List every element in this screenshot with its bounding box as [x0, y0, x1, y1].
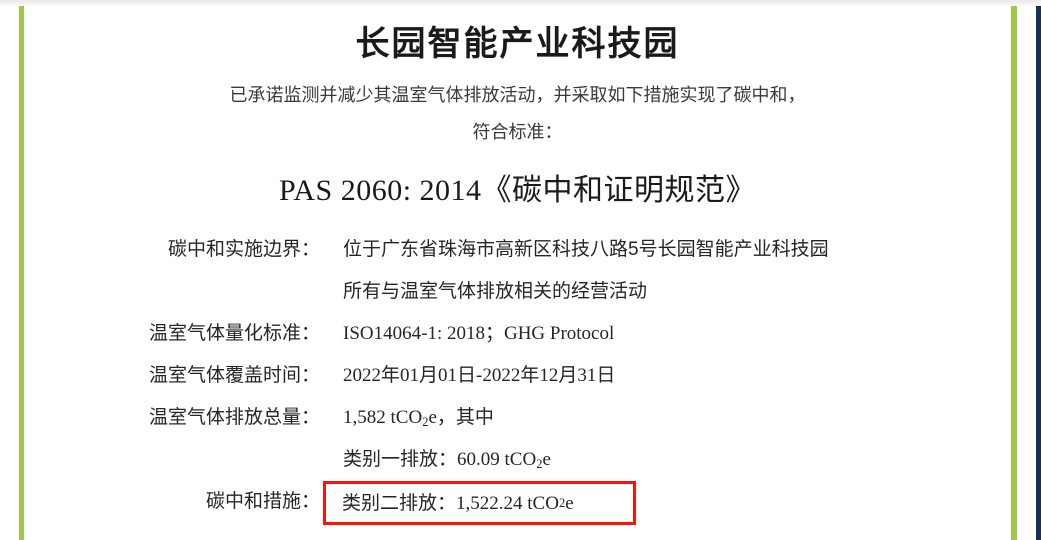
- field-value-boundary-continued: 所有与温室气体排放相关的经营活动: [343, 281, 648, 303]
- field-label-quantification-standard: 温室气体量化标准：: [148, 323, 320, 345]
- field-row-boundary: 碳中和实施边界： 位于广东省珠海市高新区科技八路5号长园智能产业科技园: [24, 229, 1011, 271]
- scope-one-subscript: 2: [536, 456, 543, 471]
- field-value-scope-one: 类别一排放：60.09 tCO2e: [320, 439, 551, 485]
- page-title: 长园智能产业科技园: [355, 25, 680, 63]
- standard-reference: PAS 2060: 2014《碳中和证明规范》: [278, 174, 757, 208]
- total-emissions-subscript: 2: [422, 414, 429, 429]
- scope-two-subscript: 2: [558, 495, 566, 510]
- field-row-scope-two-highlighted: 碳中和措施： 类别二排放： 1,522.24 tCO 2 e: [24, 481, 1011, 526]
- field-row-boundary-cont: 所有与温室气体排放相关的经营活动: [24, 271, 1011, 313]
- field-row-total-emissions: 温室气体排放总量： 1,582 tCO2e，其中: [24, 397, 1011, 439]
- field-value-total-emissions: 1,582 tCO2e，其中: [320, 397, 494, 443]
- field-row-coverage-period: 温室气体覆盖时间： 2022年01月01日-2022年12月31日: [24, 355, 1011, 397]
- lead-paragraph-line-1: 已承诺监测并减少其温室气体排放活动，并采取如下措施实现了碳中和，: [229, 84, 806, 105]
- scope-one-suffix: e: [542, 449, 551, 471]
- scope-two-label: 类别二排放：: [342, 492, 457, 514]
- scope-one-number: 60.09 tCO: [457, 449, 537, 471]
- field-list: 碳中和实施边界： 位于广东省珠海市高新区科技八路5号长园智能产业科技园 所有与温…: [24, 229, 1011, 526]
- field-label-boundary: 碳中和实施边界：: [167, 239, 320, 261]
- scope-one-label: 类别一排放：: [343, 449, 458, 471]
- right-green-rule: [1011, 6, 1017, 540]
- total-emissions-number: 1,582 tCO: [343, 407, 423, 429]
- field-label-coverage-period: 温室气体覆盖时间：: [148, 365, 320, 387]
- highlight-box-scope-two: 类别二排放： 1,522.24 tCO 2 e: [323, 481, 636, 526]
- field-value-coverage-period: 2022年01月01日-2022年12月31日: [343, 365, 616, 387]
- scope-two-number: 1,522.24 tCO: [456, 492, 559, 514]
- field-label-neutrality-measures: 碳中和措施：: [205, 491, 320, 513]
- total-emissions-suffix: e，其中: [428, 407, 494, 429]
- page-top-band: [0, 0, 1041, 6]
- scope-two-suffix: e: [565, 492, 574, 514]
- left-green-rule: [19, 6, 24, 540]
- lead-paragraph-line-2: 符合标准：: [472, 122, 563, 143]
- right-navy-rule: [1036, 6, 1041, 540]
- certificate-body: 长园智能产业科技园 已承诺监测并减少其温室气体排放活动，并采取如下措施实现了碳中…: [24, 6, 1011, 540]
- field-row-quantification-standard: 温室气体量化标准： ISO14064-1: 2018；GHG Protocol: [24, 313, 1011, 355]
- field-value-boundary: 位于广东省珠海市高新区科技八路5号长园智能产业科技园: [343, 239, 829, 261]
- field-row-scope-one: 类别一排放：60.09 tCO2e: [24, 439, 1011, 481]
- field-label-total-emissions: 温室气体排放总量：: [148, 407, 320, 429]
- field-value-quantification-standard: ISO14064-1: 2018；GHG Protocol: [343, 323, 615, 345]
